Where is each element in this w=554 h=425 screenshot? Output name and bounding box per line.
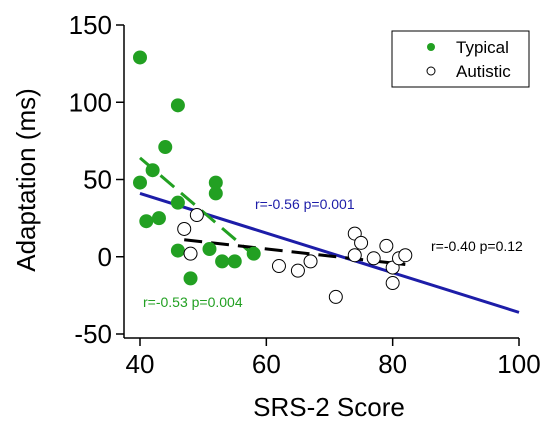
y-tick-label: -50 (74, 319, 112, 349)
autistic-point (328, 289, 343, 304)
autistic-point (347, 248, 362, 263)
typical-point (183, 271, 198, 286)
autistic-point (183, 246, 198, 261)
fit-label-typical: r=-0.53 p=0.004 (143, 294, 243, 310)
typical-point (215, 254, 230, 269)
legend-box (391, 30, 530, 88)
x-axis-title: SRS-2 Score (253, 392, 405, 422)
autistic-point (354, 235, 369, 250)
typical-point (145, 163, 160, 178)
autistic-point (177, 221, 192, 236)
autistic-point (379, 238, 394, 253)
autistic-point (398, 248, 413, 263)
autistic-point (290, 263, 305, 278)
x-tick-label: 80 (378, 349, 407, 379)
typical-point (151, 211, 166, 226)
typical-point (170, 98, 185, 113)
legend-label-autistic: Autistic (456, 62, 511, 81)
y-axis-title: Adaptation (ms) (11, 88, 41, 272)
data-points (133, 50, 413, 304)
typical-point (208, 186, 223, 201)
autistic-point (271, 259, 286, 274)
typical-point (202, 242, 217, 257)
typical-point (133, 175, 147, 190)
fit-label-autistic: r=-0.40 p=0.12 (431, 238, 523, 254)
legend-marker-typical (427, 43, 435, 51)
x-tick-label: 40 (126, 349, 155, 379)
autistic-point (303, 254, 318, 269)
fit-label-all: r=-0.56 p=0.001 (255, 196, 355, 212)
fit-lines (139, 156, 520, 314)
axes: 150 100 50 0 -50 40 60 80 100 (69, 10, 541, 379)
typical-point (227, 254, 242, 269)
y-tick-label: 0 (98, 242, 112, 272)
typical-point (158, 140, 173, 155)
x-tick-label: 60 (252, 349, 281, 379)
legend: Typical Autistic (391, 30, 530, 88)
y-tick-label: 50 (83, 165, 112, 195)
autistic-point (385, 276, 400, 291)
typical-point (170, 243, 185, 258)
typical-point (246, 246, 261, 261)
typical-point (208, 175, 223, 190)
y-tick-label: 150 (69, 10, 112, 40)
typical-point (139, 214, 154, 229)
legend-marker-autistic (426, 66, 436, 76)
typical-point (133, 50, 147, 65)
fit-line-autistic (184, 238, 406, 266)
typical-point (170, 195, 185, 210)
autistic-point (189, 208, 204, 223)
autistic-point (366, 251, 381, 266)
y-tick-label: 100 (69, 87, 112, 117)
x-tick-label: 100 (497, 349, 540, 379)
fit-line-typical (139, 156, 255, 257)
legend-label-typical: Typical (456, 38, 509, 57)
